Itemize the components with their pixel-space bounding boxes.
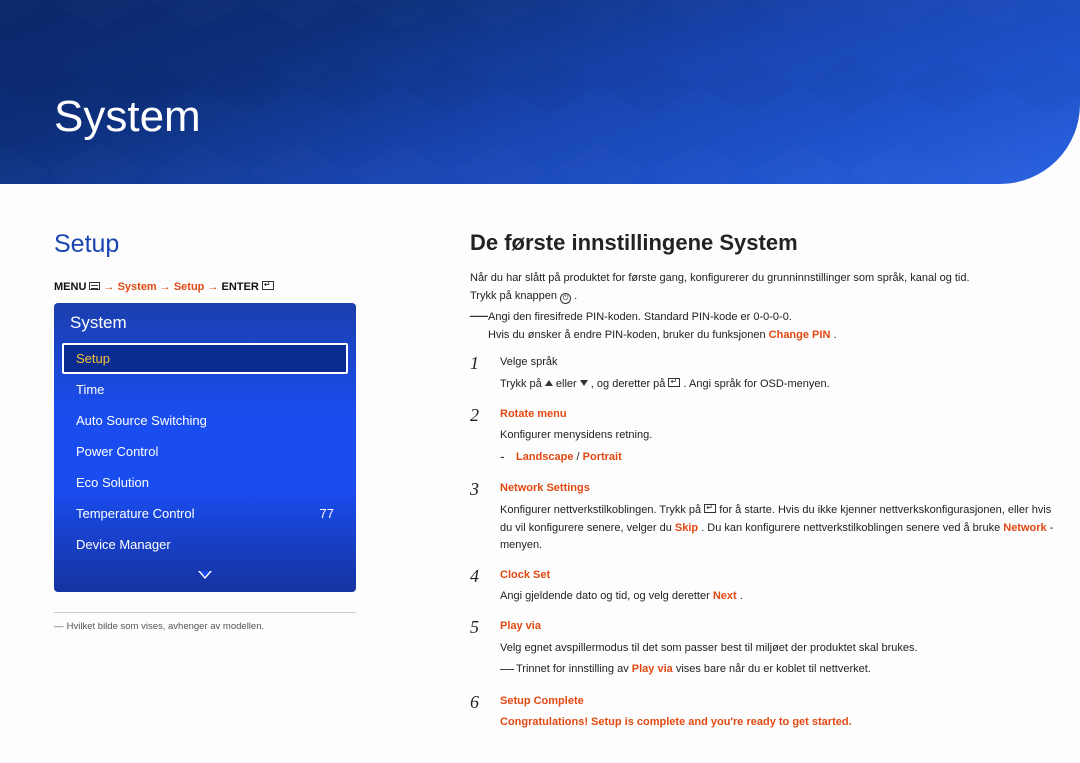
- step-text: Konfigurer nettverkstilkoblingen. Trykk …: [500, 502, 1056, 555]
- step-text: Konfigurer menysidens retning.: [500, 427, 1056, 445]
- pin-line-1: Angi den firesifrede PIN-koden. Standard…: [488, 309, 1056, 327]
- menu-icon: [89, 282, 100, 290]
- step-1: 1 Velge språk Trykk på eller , og derett…: [470, 354, 1056, 397]
- osd-item-power-control[interactable]: Power Control: [54, 436, 356, 467]
- step-number: 4: [470, 567, 484, 610]
- step-heading: Play via: [500, 618, 1056, 636]
- breadcrumb-arrow-3: →: [207, 281, 221, 293]
- step-4: 4 Clock Set Angi gjeldende dato og tid, …: [470, 567, 1056, 610]
- step-sub: ― Trinnet for innstilling av Play via vi…: [500, 661, 1056, 683]
- arrow-down-icon: [580, 380, 588, 386]
- circle-button-icon: ⏻: [560, 293, 571, 304]
- step-number: 3: [470, 480, 484, 558]
- pin-line-2: Hvis du ønsker å endre PIN-koden, bruker…: [488, 327, 1056, 345]
- step-number: 2: [470, 406, 484, 473]
- osd-item-label: Temperature Control: [76, 506, 195, 521]
- left-divider: [54, 612, 356, 613]
- osd-header: System: [54, 303, 356, 343]
- osd-item-eco-solution[interactable]: Eco Solution: [54, 467, 356, 498]
- osd-item-time[interactable]: Time: [54, 374, 356, 405]
- osd-item-label: Auto Source Switching: [76, 413, 207, 428]
- osd-item-temperature[interactable]: Temperature Control 77: [54, 498, 356, 529]
- right-title: De første innstillingene System: [470, 230, 1056, 256]
- breadcrumb: MENU → System → Setup → ENTER: [54, 281, 394, 293]
- step-heading: Clock Set: [500, 567, 1056, 585]
- osd-item-label: Setup: [76, 351, 110, 366]
- step-text: Velge språk: [500, 354, 1056, 372]
- intro-line-2: Trykk på knappen ⏻ .: [470, 288, 1056, 306]
- osd-item-value: 77: [320, 506, 334, 521]
- enter-icon: [668, 378, 680, 387]
- intro-line-1: Når du har slått på produktet for første…: [470, 270, 1056, 288]
- step-heading: Rotate menu: [500, 406, 1056, 424]
- step-text: Velg egnet avspillermodus til det som pa…: [500, 640, 1056, 658]
- banner-title: System: [0, 0, 1080, 142]
- breadcrumb-enter: ENTER: [222, 281, 259, 293]
- step-text: Angi gjeldende dato og tid, og velg dere…: [500, 588, 1056, 606]
- page-banner: System: [0, 0, 1080, 184]
- step-3: 3 Network Settings Konfigurer nettverkst…: [470, 480, 1056, 558]
- osd-item-label: Power Control: [76, 444, 158, 459]
- step-sub: - Landscape / Portrait: [500, 449, 1056, 471]
- arrow-up-icon: [545, 380, 553, 386]
- step-heading: Network Settings: [500, 480, 1056, 498]
- step-heading: Setup Complete: [500, 693, 1056, 711]
- osd-scroll-down[interactable]: [54, 560, 356, 584]
- osd-menu: System Setup Time Auto Source Switching …: [54, 303, 356, 592]
- step-number: 6: [470, 693, 484, 736]
- breadcrumb-menu: MENU: [54, 281, 86, 293]
- step-2: 2 Rotate menu Konfigurer menysidens retn…: [470, 406, 1056, 473]
- breadcrumb-arrow-2: →: [160, 281, 174, 293]
- chevron-down-icon: [198, 571, 212, 579]
- osd-item-label: Eco Solution: [76, 475, 149, 490]
- step-text: Trykk på eller , og deretter på . Angi s…: [500, 376, 1056, 394]
- section-title-setup: Setup: [54, 230, 394, 259]
- breadcrumb-arrow-1: →: [104, 281, 118, 293]
- osd-item-label: Device Manager: [76, 537, 171, 552]
- step-6: 6 Setup Complete Congratulations! Setup …: [470, 693, 1056, 736]
- enter-icon: [262, 281, 274, 290]
- osd-item-auto-source[interactable]: Auto Source Switching: [54, 405, 356, 436]
- step-number: 1: [470, 354, 484, 397]
- osd-item-setup[interactable]: Setup: [62, 343, 348, 374]
- osd-item-label: Time: [76, 382, 104, 397]
- step-number: 5: [470, 618, 484, 685]
- step-text: Congratulations! Setup is complete and y…: [500, 714, 1056, 732]
- step-5: 5 Play via Velg egnet avspillermodus til…: [470, 618, 1056, 685]
- breadcrumb-system: System: [118, 281, 157, 293]
- enter-icon: [704, 504, 716, 513]
- osd-item-device-manager[interactable]: Device Manager: [54, 529, 356, 560]
- pin-note: ― Angi den firesifrede PIN-koden. Standa…: [470, 309, 1056, 344]
- breadcrumb-setup: Setup: [174, 281, 205, 293]
- left-footnote: ― Hvilket bilde som vises, avhenger av m…: [54, 621, 394, 632]
